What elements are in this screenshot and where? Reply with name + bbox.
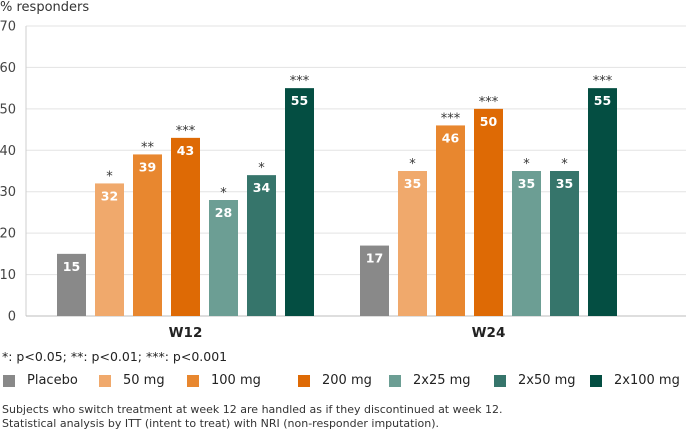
bar-value-label: 28 xyxy=(215,205,232,220)
bar-w24-2x100mg xyxy=(588,88,617,317)
legend-label: 50 mg xyxy=(123,373,165,388)
bar-w12-50mg xyxy=(95,183,124,316)
y-tick-20: 20 xyxy=(0,227,16,242)
y-tick-70: 70 xyxy=(0,20,16,35)
y-tick-60: 60 xyxy=(0,61,16,76)
bar-w12-2x50mg xyxy=(247,175,276,316)
bar-value-label: 43 xyxy=(177,143,194,158)
bar-value-label: 35 xyxy=(404,176,421,191)
significance-marker: *** xyxy=(176,124,196,139)
legend-item-50mg: 50 mg xyxy=(99,373,165,388)
y-tick-30: 30 xyxy=(0,185,16,200)
bar-w12-2x100mg xyxy=(285,88,314,317)
y-axis-label: % responders xyxy=(0,0,90,15)
significance-marker: *** xyxy=(479,95,499,110)
legend: Placebo 50 mg 100 mg 200 mg 2x25 mg 2x50 mg 2x… xyxy=(0,373,688,391)
significance-marker: * xyxy=(220,186,227,201)
significance-marker: * xyxy=(409,157,416,172)
legend-swatch xyxy=(389,374,401,387)
legend-item-2x100mg: 2x100 mg xyxy=(590,373,680,388)
bar-value-label: 17 xyxy=(366,251,383,266)
legend-label: 2x50 mg xyxy=(518,373,576,388)
significance-marker: *** xyxy=(290,74,310,89)
significance-marker: * xyxy=(561,157,568,172)
bar-value-label: 46 xyxy=(442,130,460,145)
bar-value-label: 35 xyxy=(556,176,573,191)
legend-swatch xyxy=(187,374,199,387)
bar-w24-2x50mg xyxy=(550,171,579,316)
legend-label: 200 mg xyxy=(322,373,372,388)
significance-note: *: p<0.05; **: p<0.01; ***: p<0.001 xyxy=(2,349,228,364)
significance-marker: * xyxy=(106,169,113,184)
legend-item-100mg: 100 mg xyxy=(187,373,261,388)
bar-value-label: 55 xyxy=(594,93,611,108)
bar-w24-50mg xyxy=(398,171,427,316)
legend-label: 2x25 mg xyxy=(413,373,471,388)
significance-marker: *** xyxy=(441,111,461,126)
bar-w12-200mg xyxy=(171,137,200,316)
bar-w12-100mg xyxy=(133,154,162,316)
y-tick-10: 10 xyxy=(0,268,16,283)
legend-swatch xyxy=(99,374,111,387)
legend-label: 2x100 mg xyxy=(614,373,680,388)
significance-marker: * xyxy=(523,157,530,172)
y-tick-40: 40 xyxy=(0,144,16,159)
bar-w24-2x25mg xyxy=(512,171,541,316)
legend-swatch xyxy=(298,374,310,387)
significance-marker: * xyxy=(258,161,265,176)
legend-swatch xyxy=(3,374,15,387)
x-tick-w24: W24 xyxy=(472,325,506,341)
bar-w24-placebo xyxy=(360,245,389,316)
bar-value-label: 55 xyxy=(291,93,308,108)
significance-marker: ** xyxy=(141,140,155,155)
x-tick-w12: W12 xyxy=(169,325,203,341)
y-tick-50: 50 xyxy=(0,102,16,117)
legend-item-200mg: 200 mg xyxy=(298,373,372,388)
bar-value-label: 50 xyxy=(480,114,498,129)
bar-value-label: 34 xyxy=(253,180,271,195)
legend-item-2x25mg: 2x25 mg xyxy=(389,373,471,388)
bar-value-label: 15 xyxy=(63,259,80,274)
significance-marker: *** xyxy=(593,74,613,89)
y-tick-0: 0 xyxy=(8,310,16,325)
legend-label: 100 mg xyxy=(211,373,261,388)
bar-w12-placebo xyxy=(57,253,86,316)
bar-w24-200mg xyxy=(474,108,503,316)
legend-swatch xyxy=(590,374,602,387)
legend-label: Placebo xyxy=(27,373,78,388)
footnote-switch: Subjects who switch treatment at week 12… xyxy=(2,403,503,416)
legend-swatch xyxy=(494,374,506,387)
bar-w24-100mg xyxy=(436,125,465,316)
bar-value-label: 35 xyxy=(518,176,535,191)
footnote-itt: Statistical analysis by ITT (intent to t… xyxy=(2,417,440,430)
legend-item-placebo: Placebo xyxy=(3,373,78,388)
legend-item-2x50mg: 2x50 mg xyxy=(494,373,576,388)
bar-w12-2x25mg xyxy=(209,200,238,316)
bar-value-label: 39 xyxy=(139,159,156,174)
bar-value-label: 32 xyxy=(101,188,118,203)
